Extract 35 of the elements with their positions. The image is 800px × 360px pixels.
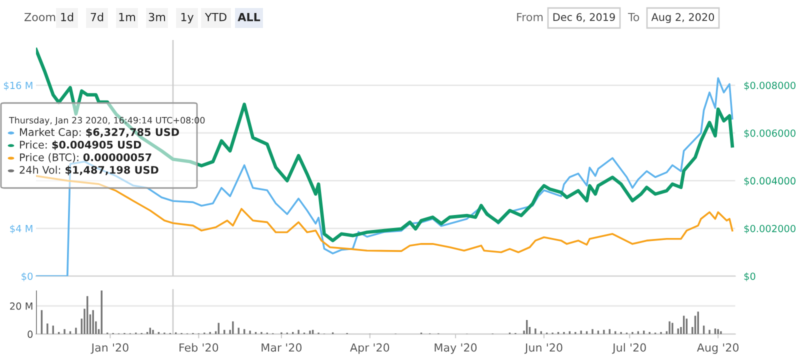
text: 1m xyxy=(119,12,136,22)
y-tick-label: $4 M xyxy=(10,224,32,234)
x-tick-label: Jun '20 xyxy=(524,343,562,354)
text: Aug 2, 2020 xyxy=(651,13,714,24)
y2-tick-label: $0.004000 xyxy=(744,177,796,186)
x-tick-label: Jan '20 xyxy=(90,343,128,354)
x-tick-label: Apr '20 xyxy=(350,343,390,354)
y-tick-label: 20 M xyxy=(10,302,32,310)
x-tick-label: Mar '20 xyxy=(262,343,302,352)
y2-tick-label: $0 xyxy=(744,272,756,282)
text: 3m xyxy=(148,12,166,22)
text: YTD xyxy=(204,12,226,22)
annotation: Price (BTC): 0.00000057 xyxy=(20,153,152,162)
text: 1y xyxy=(181,12,194,24)
annotation: Market Cap: $6,327,785 USD xyxy=(20,128,179,138)
y2-tick-label: $0.002000 xyxy=(744,224,796,234)
annotation: Thursday, Jan 23 2020, 16:49:14 UTC+08:00 xyxy=(8,116,205,126)
y-tick-label: 0 xyxy=(28,330,33,338)
text: From xyxy=(517,12,543,22)
text: 7d xyxy=(90,12,104,22)
text: Zoom xyxy=(24,12,56,22)
y-tick-label: $0 xyxy=(22,272,33,282)
annotation: Price: $0.004905 USD xyxy=(20,140,142,150)
text: 1d xyxy=(61,12,74,22)
x-tick-label: Jul '20 xyxy=(612,343,646,354)
y-tick-label: $16 M xyxy=(4,82,32,90)
y2-tick-label: $0.008000 xyxy=(744,82,796,90)
text: Dec 6, 2019 xyxy=(553,13,615,22)
x-tick-label: May '20 xyxy=(434,343,477,354)
text: To xyxy=(628,12,640,22)
x-tick-label: Aug '20 xyxy=(696,343,739,354)
text: ALL xyxy=(238,12,260,22)
annotation: 24h Vol: $1,487,198 USD xyxy=(20,166,158,176)
x-tick-label: Feb '20 xyxy=(180,343,218,352)
y2-tick-label: $0.006000 xyxy=(744,129,796,138)
